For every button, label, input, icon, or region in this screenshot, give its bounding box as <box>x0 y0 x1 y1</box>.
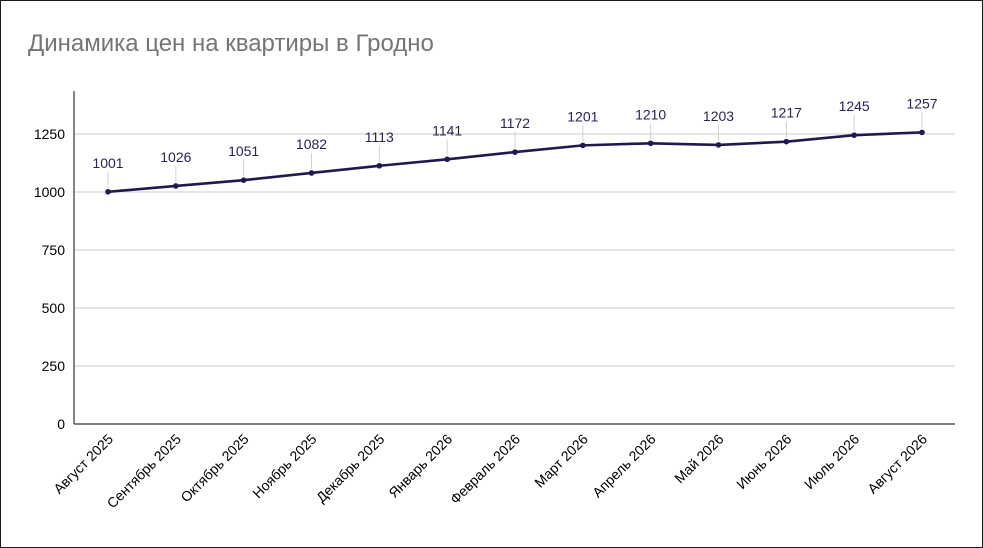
x-tick-label: Июнь 2026 <box>733 431 794 492</box>
data-point <box>173 183 179 189</box>
data-point <box>783 138 790 145</box>
data-label: 1217 <box>771 105 802 121</box>
data-label: 1172 <box>500 115 530 131</box>
x-tick-label: Ноябрь 2025 <box>249 431 320 502</box>
x-tick-label: Август 2026 <box>864 431 930 497</box>
y-tick-label: 1000 <box>34 184 65 200</box>
x-tick-label: Май 2026 <box>671 431 727 487</box>
data-label: 1001 <box>92 155 123 171</box>
data-points <box>105 129 925 195</box>
data-point <box>308 170 315 176</box>
x-tick-label: Июль 2026 <box>801 431 862 492</box>
data-label: 1141 <box>432 122 462 138</box>
data-label: 1082 <box>296 136 327 152</box>
x-tick-label: Сентябрь 2025 <box>104 431 185 512</box>
x-tick-label: Март 2026 <box>531 431 591 491</box>
data-point <box>580 142 586 149</box>
data-point <box>715 142 722 148</box>
y-tick-label: 1250 <box>34 126 65 142</box>
axes <box>73 91 955 425</box>
y-tick-labels: 0 250 500 750 1000 1250 <box>34 126 65 432</box>
data-point <box>647 140 654 147</box>
x-tick-label: Апрель 2026 <box>589 431 659 501</box>
x-tick-label: Август 2025 <box>50 431 116 497</box>
x-tick-label: Январь 2026 <box>385 431 455 501</box>
y-tick-label: 250 <box>42 358 66 374</box>
data-point <box>240 177 247 183</box>
data-label: 1051 <box>228 143 259 159</box>
data-label: 1201 <box>567 108 598 124</box>
data-label: 1026 <box>160 149 191 165</box>
data-label: 1203 <box>703 108 734 124</box>
data-label-leaders <box>107 112 923 188</box>
x-tick-label: Декабрь 2025 <box>313 431 388 506</box>
x-tick-label: Октябрь 2025 <box>177 431 252 506</box>
data-label: 1245 <box>839 98 870 114</box>
chart-title: Динамика цен на квартиры в Гродно <box>28 30 434 57</box>
data-label: 1210 <box>635 106 666 122</box>
y-tick-label: 750 <box>42 242 66 258</box>
x-tick-label: Февраль 2026 <box>447 431 523 507</box>
y-tick-label: 0 <box>57 416 65 432</box>
y-tick-label: 500 <box>42 300 66 316</box>
data-point <box>851 132 857 138</box>
data-labels: 1001 1026 1051 1082 1113 1141 1172 1201 1210 1203… <box>92 95 937 170</box>
data-label: 1257 <box>906 95 937 111</box>
data-point <box>919 129 925 136</box>
data-point <box>444 156 450 163</box>
data-point <box>376 162 383 169</box>
grid-lines <box>74 133 955 367</box>
data-point <box>512 149 518 155</box>
data-point <box>105 188 111 195</box>
data-label: 1113 <box>365 129 394 145</box>
